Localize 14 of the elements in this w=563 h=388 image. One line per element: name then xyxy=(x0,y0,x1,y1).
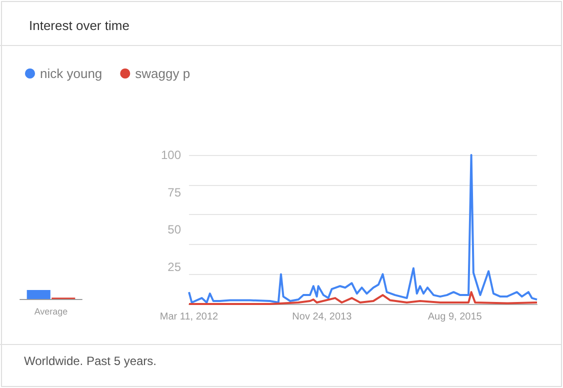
y-tick-label: 25 xyxy=(168,260,182,274)
legend-label: swaggy p xyxy=(135,66,190,81)
text: Worldwide. Past 5 years. xyxy=(24,354,156,368)
x-tick-label: Nov 24, 2013 xyxy=(292,312,352,322)
x-tick-label: Aug 9, 2015 xyxy=(428,312,482,322)
line-series xyxy=(188,291,538,305)
legend-label: nick young xyxy=(40,66,102,81)
y-tick-label: 100 xyxy=(160,148,182,162)
text: Interest over time xyxy=(29,18,130,33)
y-tick-label: 75 xyxy=(168,185,182,200)
line-series xyxy=(188,154,538,304)
x-axis-title: Average xyxy=(34,306,68,316)
x-tick-label: Mar 11, 2012 xyxy=(160,312,219,322)
y-tick-label: 50 xyxy=(168,222,182,236)
